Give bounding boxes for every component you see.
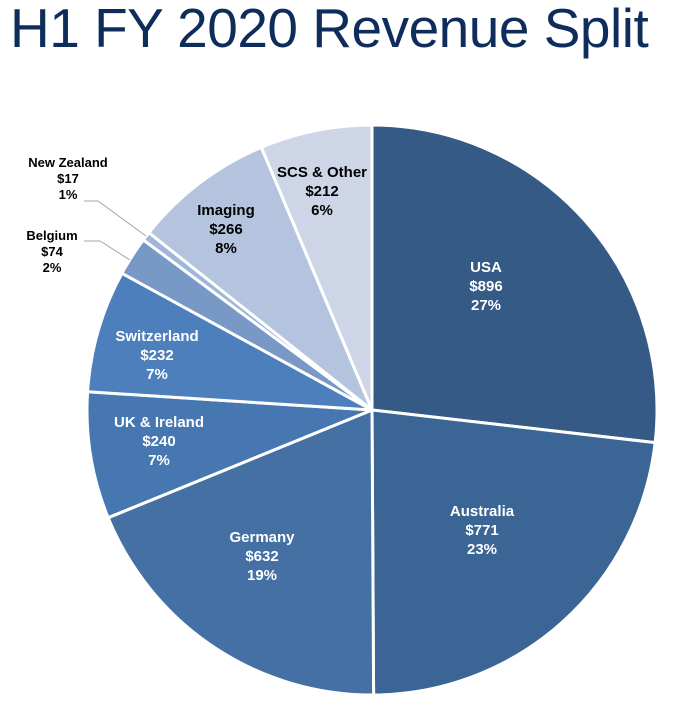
slice-percent-label-germany: 19%	[247, 567, 277, 584]
slice-percent-label-scs-and-other: 6%	[311, 202, 333, 219]
slice-percent-label-australia: 23%	[467, 541, 497, 558]
slice-percent-label-imaging: 8%	[215, 240, 237, 257]
slice-percent-label-belgium: 2%	[43, 260, 62, 275]
slice-value-label-germany: $632	[245, 548, 278, 565]
slice-percent-label-uk-and-ireland: 7%	[148, 452, 170, 469]
slice-name-label-switzerland: Switzerland	[115, 328, 198, 345]
leader-line-belgium	[84, 240, 131, 261]
slice-percent-label-usa: 27%	[471, 297, 501, 314]
slice-value-label-scs-and-other: $212	[305, 183, 338, 200]
slice-name-label-belgium: Belgium	[26, 228, 77, 243]
pie-slice-usa	[370, 123, 659, 445]
pie-slice-uk-and-ireland	[85, 390, 374, 520]
slice-value-label-australia: $771	[465, 522, 498, 539]
leader-lines	[84, 200, 147, 261]
slice-value-label-switzerland: $232	[140, 347, 173, 364]
slice-name-label-germany: Germany	[229, 529, 295, 546]
leader-line-new-zealand	[84, 200, 147, 237]
pie-slice-imaging	[147, 145, 374, 412]
slice-name-label-uk-and-ireland: UK & Ireland	[114, 414, 204, 431]
slice-name-label-scs-and-other: SCS & Other	[277, 164, 367, 181]
slice-value-label-imaging: $266	[209, 221, 242, 238]
slice-name-label-usa: USA	[470, 259, 502, 276]
slice-value-label-usa: $896	[469, 278, 502, 295]
slice-percent-label-new-zealand: 1%	[59, 187, 78, 202]
slice-name-label-imaging: Imaging	[197, 202, 255, 219]
slice-value-label-belgium: $74	[41, 244, 63, 259]
page-title: H1 FY 2020 Revenue Split	[10, 0, 649, 59]
slice-name-label-new-zealand: New Zealand	[28, 155, 108, 170]
slice-name-label-australia: Australia	[450, 503, 515, 520]
pie-slice-germany	[106, 408, 376, 697]
slice-percent-label-switzerland: 7%	[146, 366, 168, 383]
slice-value-label-new-zealand: $17	[57, 171, 79, 186]
pie-slice-australia	[370, 408, 657, 697]
slice-value-label-uk-and-ireland: $240	[142, 433, 175, 450]
pie-slices	[85, 123, 659, 697]
pie-slice-scs-and-other	[259, 123, 374, 412]
slice-labels: USA $896 27% Australia $771 23% Germany $632 19%…	[26, 155, 514, 584]
pie-slice-switzerland	[86, 271, 374, 412]
